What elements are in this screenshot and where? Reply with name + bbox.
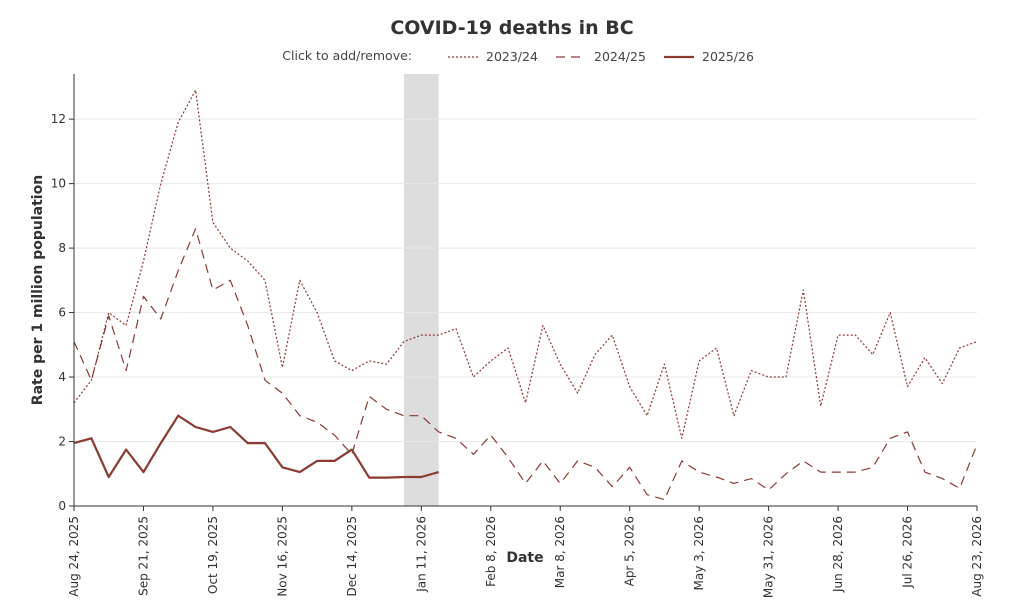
legend: Click to add/remove: 2023/24 2024/25 2025/… [282, 48, 754, 64]
axis-layer: 0 2 4 6 8 10 12 Aug 24, 2025 Sep 21, 2025 Oct 19,… [51, 74, 984, 598]
legend-item-2023-24[interactable]: 2023/24 [448, 49, 538, 64]
series-line-2025-26 [73, 414, 439, 479]
highlight-band [403, 74, 439, 506]
series-line-2024-25 [73, 228, 978, 501]
x-tick-label: Apr 5, 2026 [623, 516, 637, 586]
legend-prefix: Click to add/remove: [282, 48, 412, 63]
x-tick-label: Feb 8, 2026 [484, 516, 498, 587]
x-axis-title: Date [506, 550, 543, 566]
x-tick-label: Jun 28, 2026 [831, 516, 845, 593]
x-tick-label: Sep 21, 2025 [136, 516, 150, 596]
legend-item-2024-25[interactable]: 2024/25 [556, 49, 646, 64]
x-tick-label: Jul 26, 2026 [901, 516, 915, 589]
y-tick-label: 2 [58, 435, 66, 449]
x-tick-label: Aug 24, 2025 [67, 516, 81, 597]
x-tick-label: Mar 8, 2026 [553, 516, 567, 588]
y-tick-label: 8 [58, 241, 66, 255]
y-tick-label: 0 [58, 499, 66, 513]
x-tick-label: Oct 19, 2025 [206, 516, 220, 594]
x-tick-label: May 3, 2026 [692, 516, 706, 590]
x-tick-label: May 31, 2026 [762, 516, 776, 598]
legend-label: 2024/25 [594, 49, 646, 64]
y-tick-label: 10 [51, 177, 66, 191]
series-layer [73, 89, 978, 501]
highlight-band-layer [403, 74, 439, 506]
legend-item-2025-26[interactable]: 2025/26 [664, 49, 754, 64]
grid-layer [74, 118, 977, 443]
y-tick-label: 4 [58, 370, 66, 384]
y-tick-label: 6 [58, 306, 66, 320]
legend-label: 2023/24 [486, 49, 538, 64]
x-tick-label: Jan 11, 2026 [414, 516, 428, 593]
y-tick-label: 12 [51, 112, 66, 126]
y-axis-title: Rate per 1 million population [30, 175, 46, 405]
x-tick-label: Aug 23, 2026 [970, 516, 984, 597]
x-tick-label: Dec 14, 2025 [345, 516, 359, 596]
series-line-2023-24 [73, 89, 978, 439]
chart-title: COVID-19 deaths in BC [390, 17, 633, 39]
x-tick-label: Nov 16, 2025 [275, 516, 289, 597]
legend-label: 2025/26 [702, 49, 754, 64]
